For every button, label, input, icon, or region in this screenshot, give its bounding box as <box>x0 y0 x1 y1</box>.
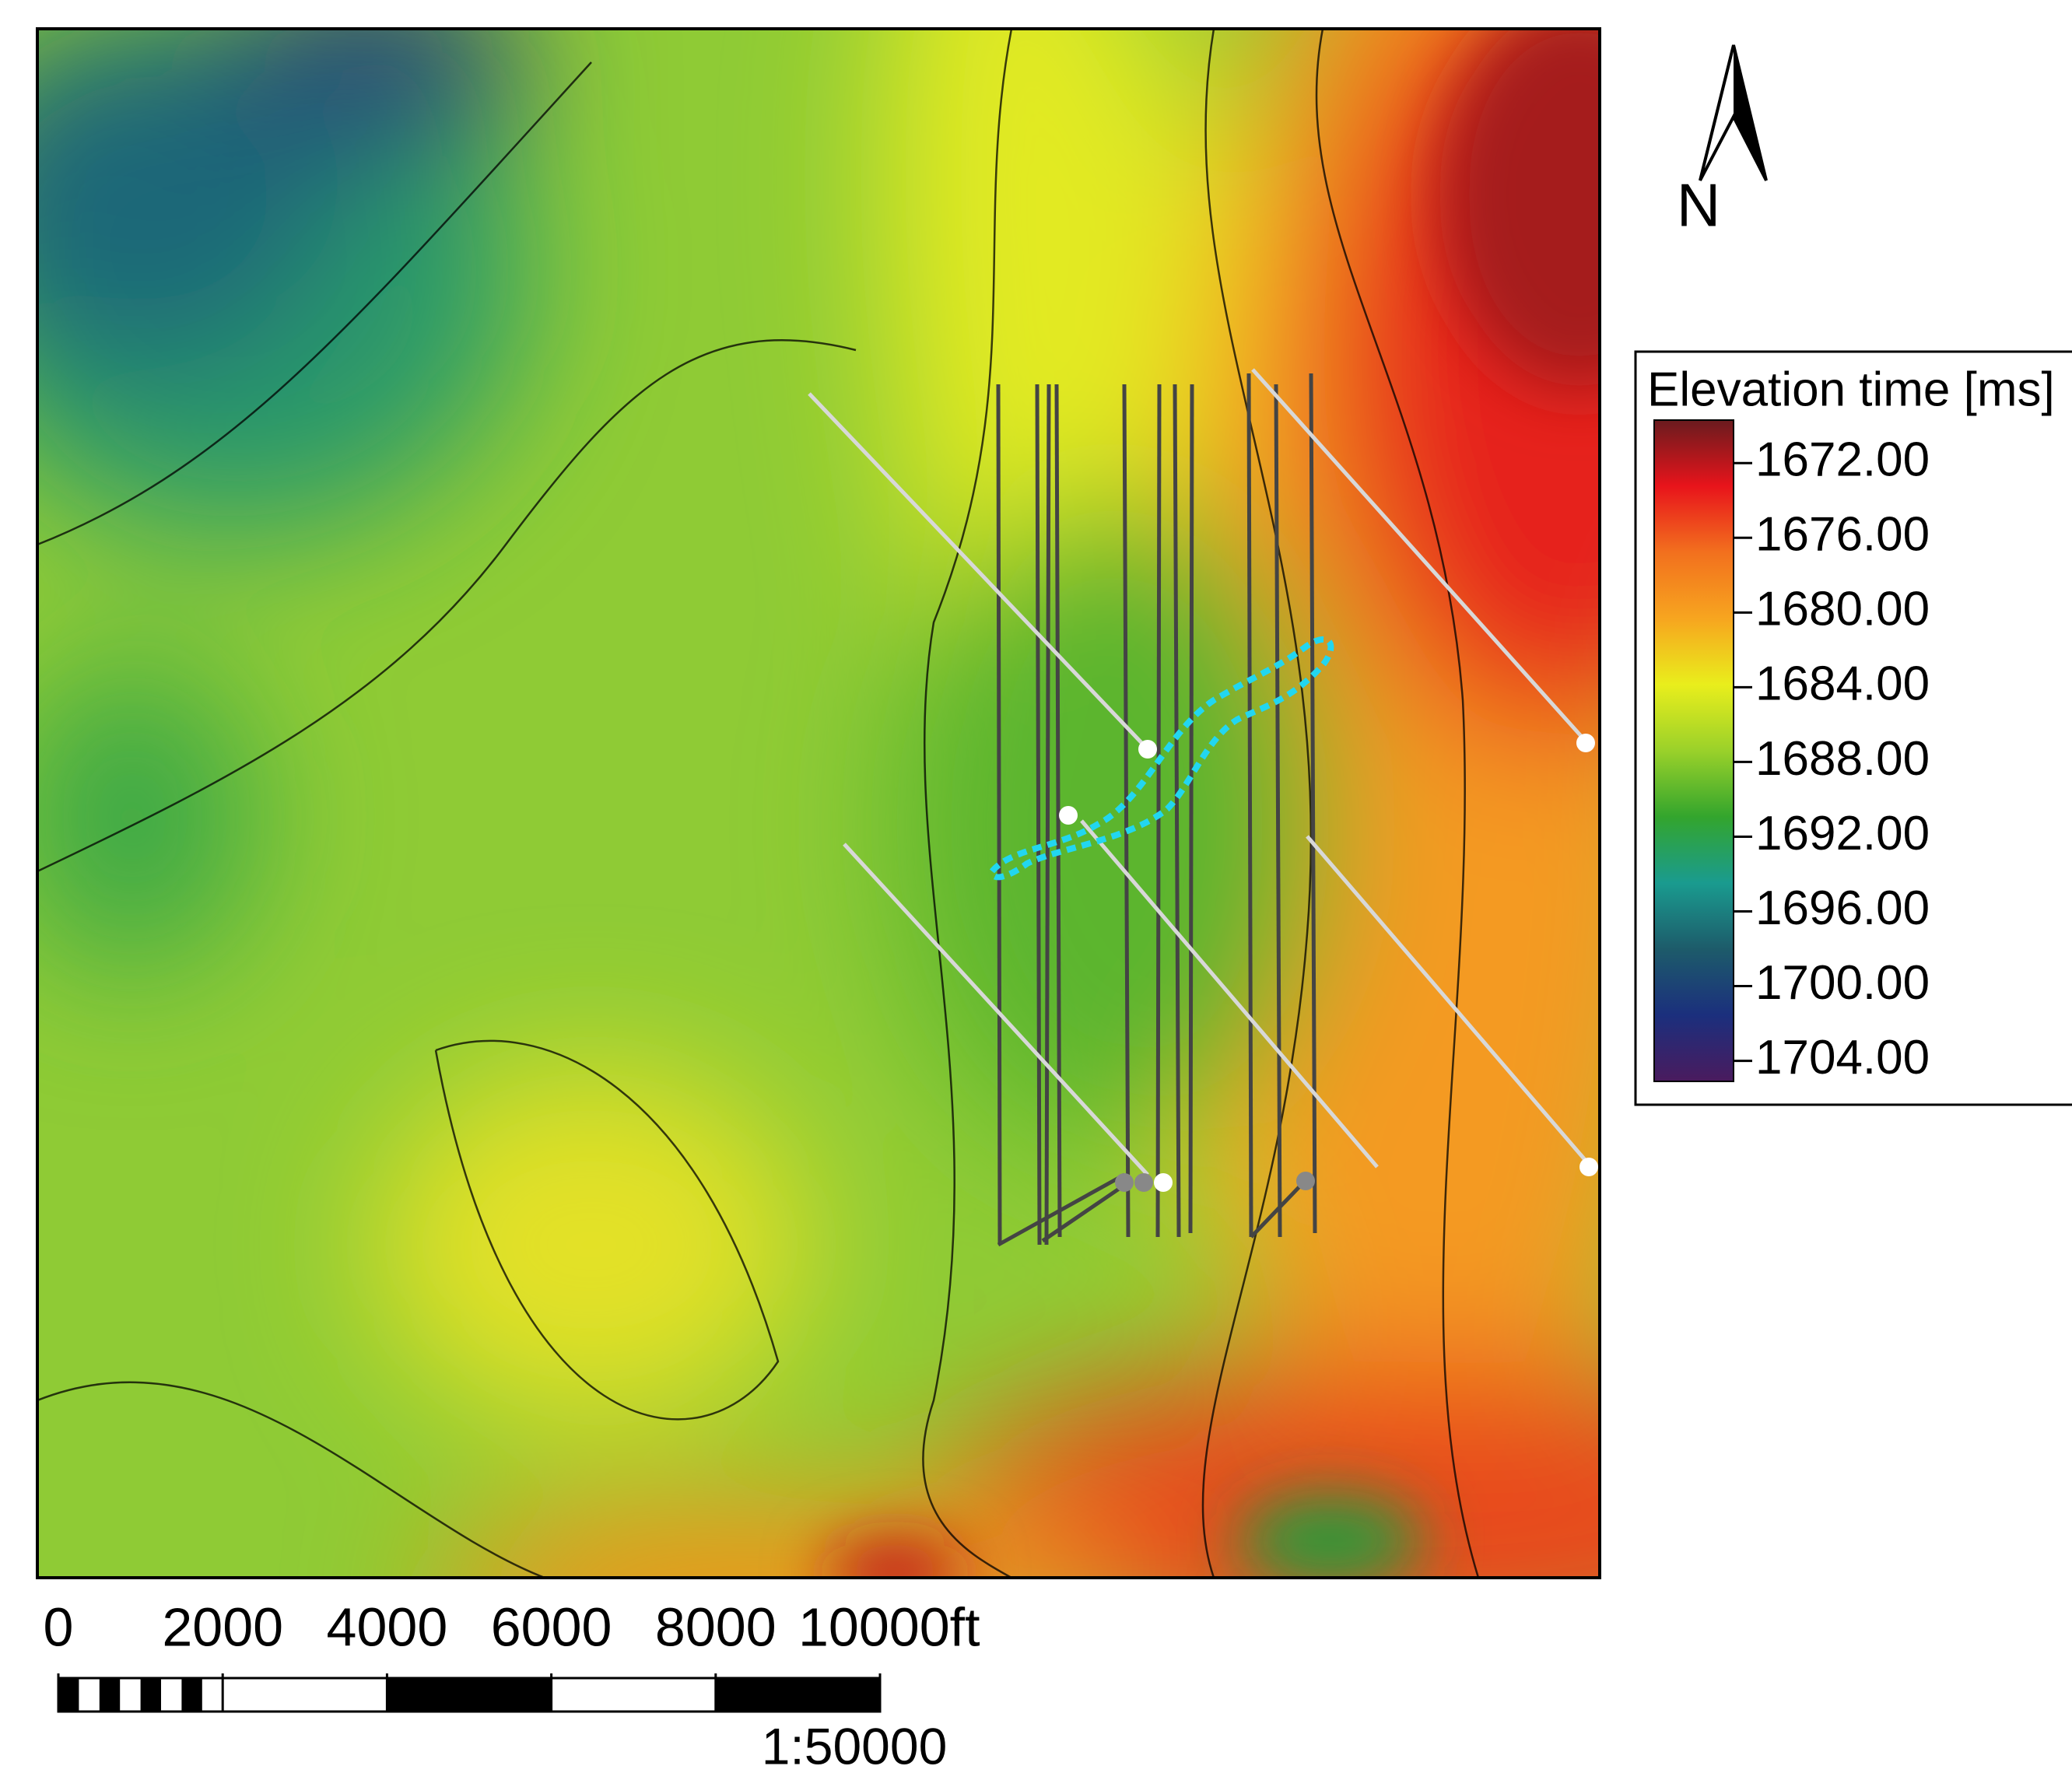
scale-bar-label: 2000 <box>162 1596 283 1657</box>
well-markers <box>1115 1172 1315 1192</box>
scale-ratio: 1:50000 <box>762 1717 948 1775</box>
scale-bar-subsegment <box>99 1678 121 1712</box>
north-arrow <box>1699 44 1768 181</box>
colorbar-label: 1692.00 <box>1755 807 1930 860</box>
scale-bar-label: 10000ft <box>798 1596 980 1657</box>
colorbar-label: 1672.00 <box>1755 433 1930 487</box>
scale-bar-subsegment <box>58 1678 79 1712</box>
scale-bar-label: 8000 <box>655 1596 777 1657</box>
legend-title: Elevation time [ms] <box>1647 363 2055 416</box>
scale-bar-subsegment <box>140 1678 161 1712</box>
well-paths <box>996 373 1317 1247</box>
scale-bar-label: 6000 <box>491 1596 612 1657</box>
scale-bar-label: 4000 <box>327 1596 448 1657</box>
colorbar-label: 1688.00 <box>1755 732 1930 786</box>
colorbar <box>1653 419 1734 1082</box>
colorbar-label: 1684.00 <box>1755 657 1930 711</box>
map-frame <box>36 27 1601 1579</box>
trajectories <box>808 368 1593 1176</box>
scale-bar-segment <box>715 1678 880 1712</box>
colorbar-label: 1676.00 <box>1755 508 1930 562</box>
colorbar-label: 1704.00 <box>1755 1031 1930 1084</box>
scale-bar-segment <box>387 1678 552 1712</box>
scale-bar-label: 0 <box>44 1596 74 1657</box>
scale-bar-subsegment <box>181 1678 202 1712</box>
elevation-map <box>37 29 1600 1578</box>
colorbar-label: 1700.00 <box>1755 956 1930 1010</box>
north-label: N <box>1677 171 1720 240</box>
colorbar-label: 1696.00 <box>1755 881 1930 935</box>
well-tops <box>1059 734 1598 1192</box>
polygon-outline <box>988 636 1334 881</box>
colorbar-label: 1680.00 <box>1755 583 1930 636</box>
